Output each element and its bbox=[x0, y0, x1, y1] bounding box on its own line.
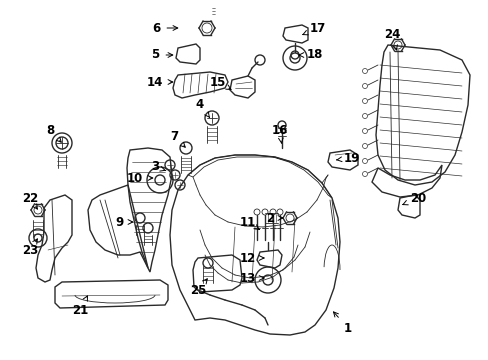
Text: 19: 19 bbox=[336, 152, 360, 165]
Text: 15: 15 bbox=[209, 76, 231, 90]
Text: 20: 20 bbox=[402, 192, 425, 205]
Text: 24: 24 bbox=[383, 28, 399, 50]
Text: 21: 21 bbox=[72, 296, 88, 316]
Text: 12: 12 bbox=[240, 252, 264, 265]
Text: 3: 3 bbox=[151, 161, 165, 174]
Text: 10: 10 bbox=[126, 171, 152, 184]
Text: 6: 6 bbox=[152, 22, 177, 35]
Text: 2: 2 bbox=[265, 211, 282, 225]
Text: 22: 22 bbox=[22, 192, 38, 209]
Text: 18: 18 bbox=[299, 49, 323, 62]
Text: 14: 14 bbox=[146, 76, 172, 89]
Text: 23: 23 bbox=[22, 239, 38, 256]
Text: 4: 4 bbox=[196, 99, 209, 117]
Text: 16: 16 bbox=[271, 123, 287, 144]
Text: 5: 5 bbox=[151, 49, 172, 62]
Text: 7: 7 bbox=[170, 130, 185, 147]
Text: 9: 9 bbox=[116, 216, 132, 229]
Text: 25: 25 bbox=[189, 279, 207, 297]
Text: 1: 1 bbox=[333, 312, 351, 334]
Text: 13: 13 bbox=[240, 271, 264, 284]
Text: 8: 8 bbox=[46, 123, 61, 142]
Text: 17: 17 bbox=[302, 22, 325, 35]
Text: 11: 11 bbox=[240, 216, 259, 229]
